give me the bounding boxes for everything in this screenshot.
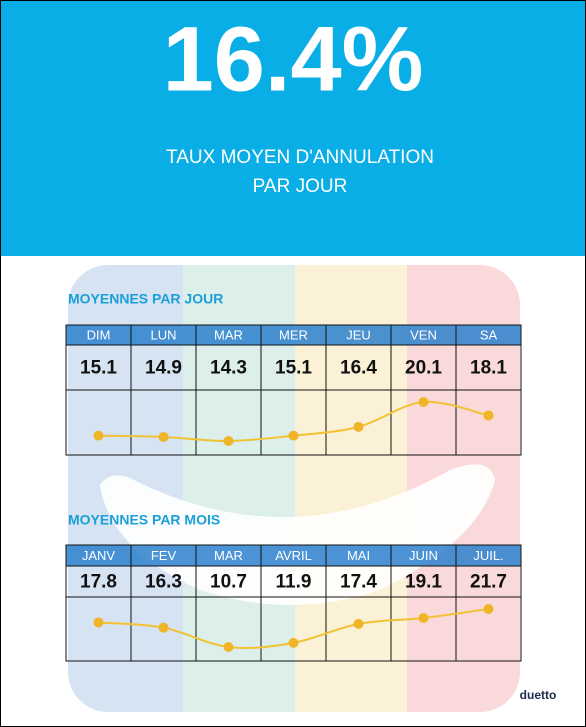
- value-label: 17.8: [80, 572, 117, 593]
- column-label: VEN: [410, 327, 437, 342]
- value-label: 15.1: [275, 358, 312, 379]
- point: [418, 612, 429, 623]
- column-label: MAI: [347, 548, 370, 563]
- column-label: LUN: [150, 327, 176, 342]
- column-label: AVRIL: [275, 548, 312, 563]
- value-label: 18.1: [470, 358, 507, 379]
- point: [353, 421, 364, 432]
- column-label: MER: [279, 327, 308, 342]
- value-label: 21.7: [470, 572, 507, 593]
- point: [158, 431, 169, 442]
- header-row: [66, 545, 521, 566]
- value-label: 19.1: [405, 572, 442, 593]
- point: [288, 637, 299, 648]
- value-label: 20.1: [405, 358, 442, 379]
- header-band: [0, 0, 586, 256]
- column-label: JUIN: [409, 548, 438, 563]
- table-border: [65, 544, 522, 662]
- value-label: 16.3: [145, 572, 182, 593]
- column-label: JANV: [82, 548, 116, 563]
- point: [93, 617, 104, 628]
- point: [288, 430, 299, 441]
- value-label: 17.4: [340, 572, 377, 593]
- smile: [100, 464, 495, 605]
- point: [353, 618, 364, 629]
- column-label: FEV: [151, 548, 177, 563]
- headline-value: 16.4%: [163, 8, 424, 110]
- logo: duetto: [520, 688, 557, 702]
- value-label: 10.7: [210, 572, 247, 593]
- point: [483, 604, 494, 614]
- column-label: MAR: [214, 548, 243, 563]
- section-title: MOYENNES PAR MOIS: [68, 512, 220, 528]
- point: [223, 436, 234, 446]
- value-label: 14.3: [210, 358, 247, 379]
- column-label: DIM: [87, 327, 111, 342]
- headline-text: PAR JOUR: [253, 176, 348, 197]
- column-label: JUIL.: [473, 548, 503, 563]
- point: [418, 397, 429, 407]
- headline-text: TAUX MOYEN D'ANNULATION: [166, 147, 434, 168]
- column-label: MAR: [214, 327, 243, 342]
- header-row: [66, 325, 521, 345]
- point: [483, 410, 494, 421]
- value-label: 14.9: [145, 358, 182, 379]
- value-label: 11.9: [276, 572, 312, 593]
- column-label: JEU: [346, 327, 371, 342]
- point: [93, 430, 104, 441]
- value-label: 16.4: [340, 358, 377, 379]
- column-label: SA: [480, 327, 498, 342]
- point: [158, 622, 169, 633]
- point: [223, 642, 234, 652]
- section-title: MOYENNES PAR JOUR: [68, 291, 223, 307]
- value-label: 15.1: [80, 358, 117, 379]
